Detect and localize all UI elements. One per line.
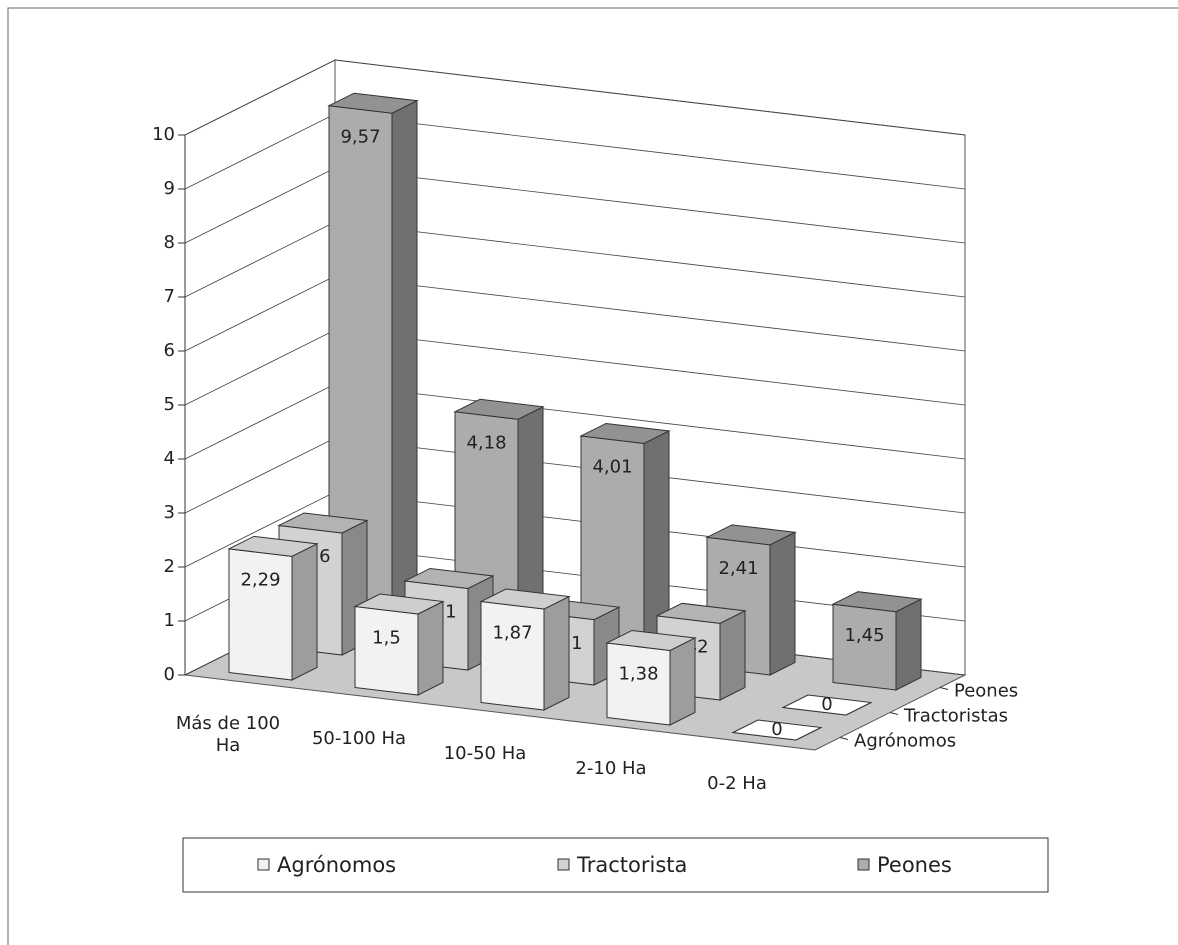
bar-side	[769, 531, 796, 676]
bar	[479, 588, 571, 711]
value-label: 4,01	[592, 457, 632, 478]
z-tick-label: Peones	[954, 681, 1018, 702]
bar	[731, 719, 823, 741]
frame	[7, 7, 1178, 945]
bar-side	[719, 610, 746, 701]
x-tick-label: 0-2 Ha	[707, 772, 767, 794]
bar-side	[543, 595, 570, 711]
value-label: 1,87	[492, 622, 532, 643]
bar-top	[655, 602, 747, 624]
bar-top	[731, 719, 823, 741]
legend-swatch	[857, 858, 870, 871]
bar-top	[605, 629, 697, 651]
bar-top	[781, 694, 873, 716]
bar-top	[831, 591, 923, 613]
legend-label: Peones	[877, 853, 952, 877]
grid-line	[184, 59, 966, 136]
bar-front	[228, 548, 293, 681]
value-label: 4,18	[466, 433, 506, 454]
y-tick-label: 10	[152, 124, 175, 145]
legend-swatch	[557, 858, 570, 871]
y-tick-label: 9	[164, 178, 175, 199]
bar	[605, 629, 697, 726]
value-label: 1,38	[618, 664, 658, 685]
bar-front	[832, 603, 897, 691]
z-tick-label: Agrónomos	[854, 731, 956, 752]
bar-front	[354, 605, 419, 696]
y-tick-label: 6	[164, 340, 175, 361]
y-tick-label: 4	[164, 448, 175, 469]
y-tick-label: 5	[164, 394, 175, 415]
y-tick-label: 7	[164, 286, 175, 307]
bar-top	[227, 535, 319, 557]
value-label: 2,41	[718, 558, 758, 579]
z-tick	[889, 712, 899, 715]
value-label: 0	[771, 719, 782, 740]
bar	[579, 422, 671, 661]
legend-swatch	[257, 858, 270, 871]
bar	[227, 535, 319, 681]
value-label: 1,45	[844, 625, 884, 646]
bar-side	[895, 598, 922, 691]
legend-label: Tractorista	[576, 853, 687, 877]
bar-side	[291, 543, 318, 681]
y-tick-label: 8	[164, 232, 175, 253]
bar-top	[327, 92, 419, 114]
x-tick-label: 50-100 Ha	[311, 727, 407, 749]
value-label: 9,57	[340, 126, 380, 147]
x-tick-label: 10-50 Ha	[443, 742, 527, 764]
value-label: 0	[821, 694, 832, 715]
bar-top	[705, 524, 797, 546]
y-tick-label: 3	[164, 502, 175, 523]
bar-side	[417, 600, 444, 696]
bar-top	[479, 588, 571, 610]
z-tick	[839, 737, 849, 740]
legend-box	[182, 837, 1049, 893]
bar-side	[391, 99, 418, 631]
bar	[353, 593, 445, 696]
legend-label: Agrónomos	[277, 853, 396, 877]
bar-top	[453, 398, 545, 420]
bar	[831, 591, 923, 691]
x-tick-label: Más de 100 Ha	[175, 712, 281, 756]
bar	[327, 92, 419, 631]
bar	[781, 694, 873, 716]
bar-side	[669, 637, 696, 726]
bar-top	[579, 422, 671, 444]
y-tick-label: 0	[164, 664, 175, 685]
value-label: 1,5	[372, 627, 401, 648]
x-tick-label: 2-10 Ha	[575, 757, 647, 779]
bar-top	[353, 593, 445, 615]
z-tick-label: Tractoristas	[903, 706, 1008, 727]
y-tick-label: 2	[164, 556, 175, 577]
z-tick	[939, 687, 949, 690]
bar-top	[403, 567, 495, 589]
bar-front	[480, 600, 545, 711]
value-label: 2,29	[240, 570, 280, 591]
bar-top	[277, 512, 369, 534]
y-tick-label: 1	[164, 610, 175, 631]
